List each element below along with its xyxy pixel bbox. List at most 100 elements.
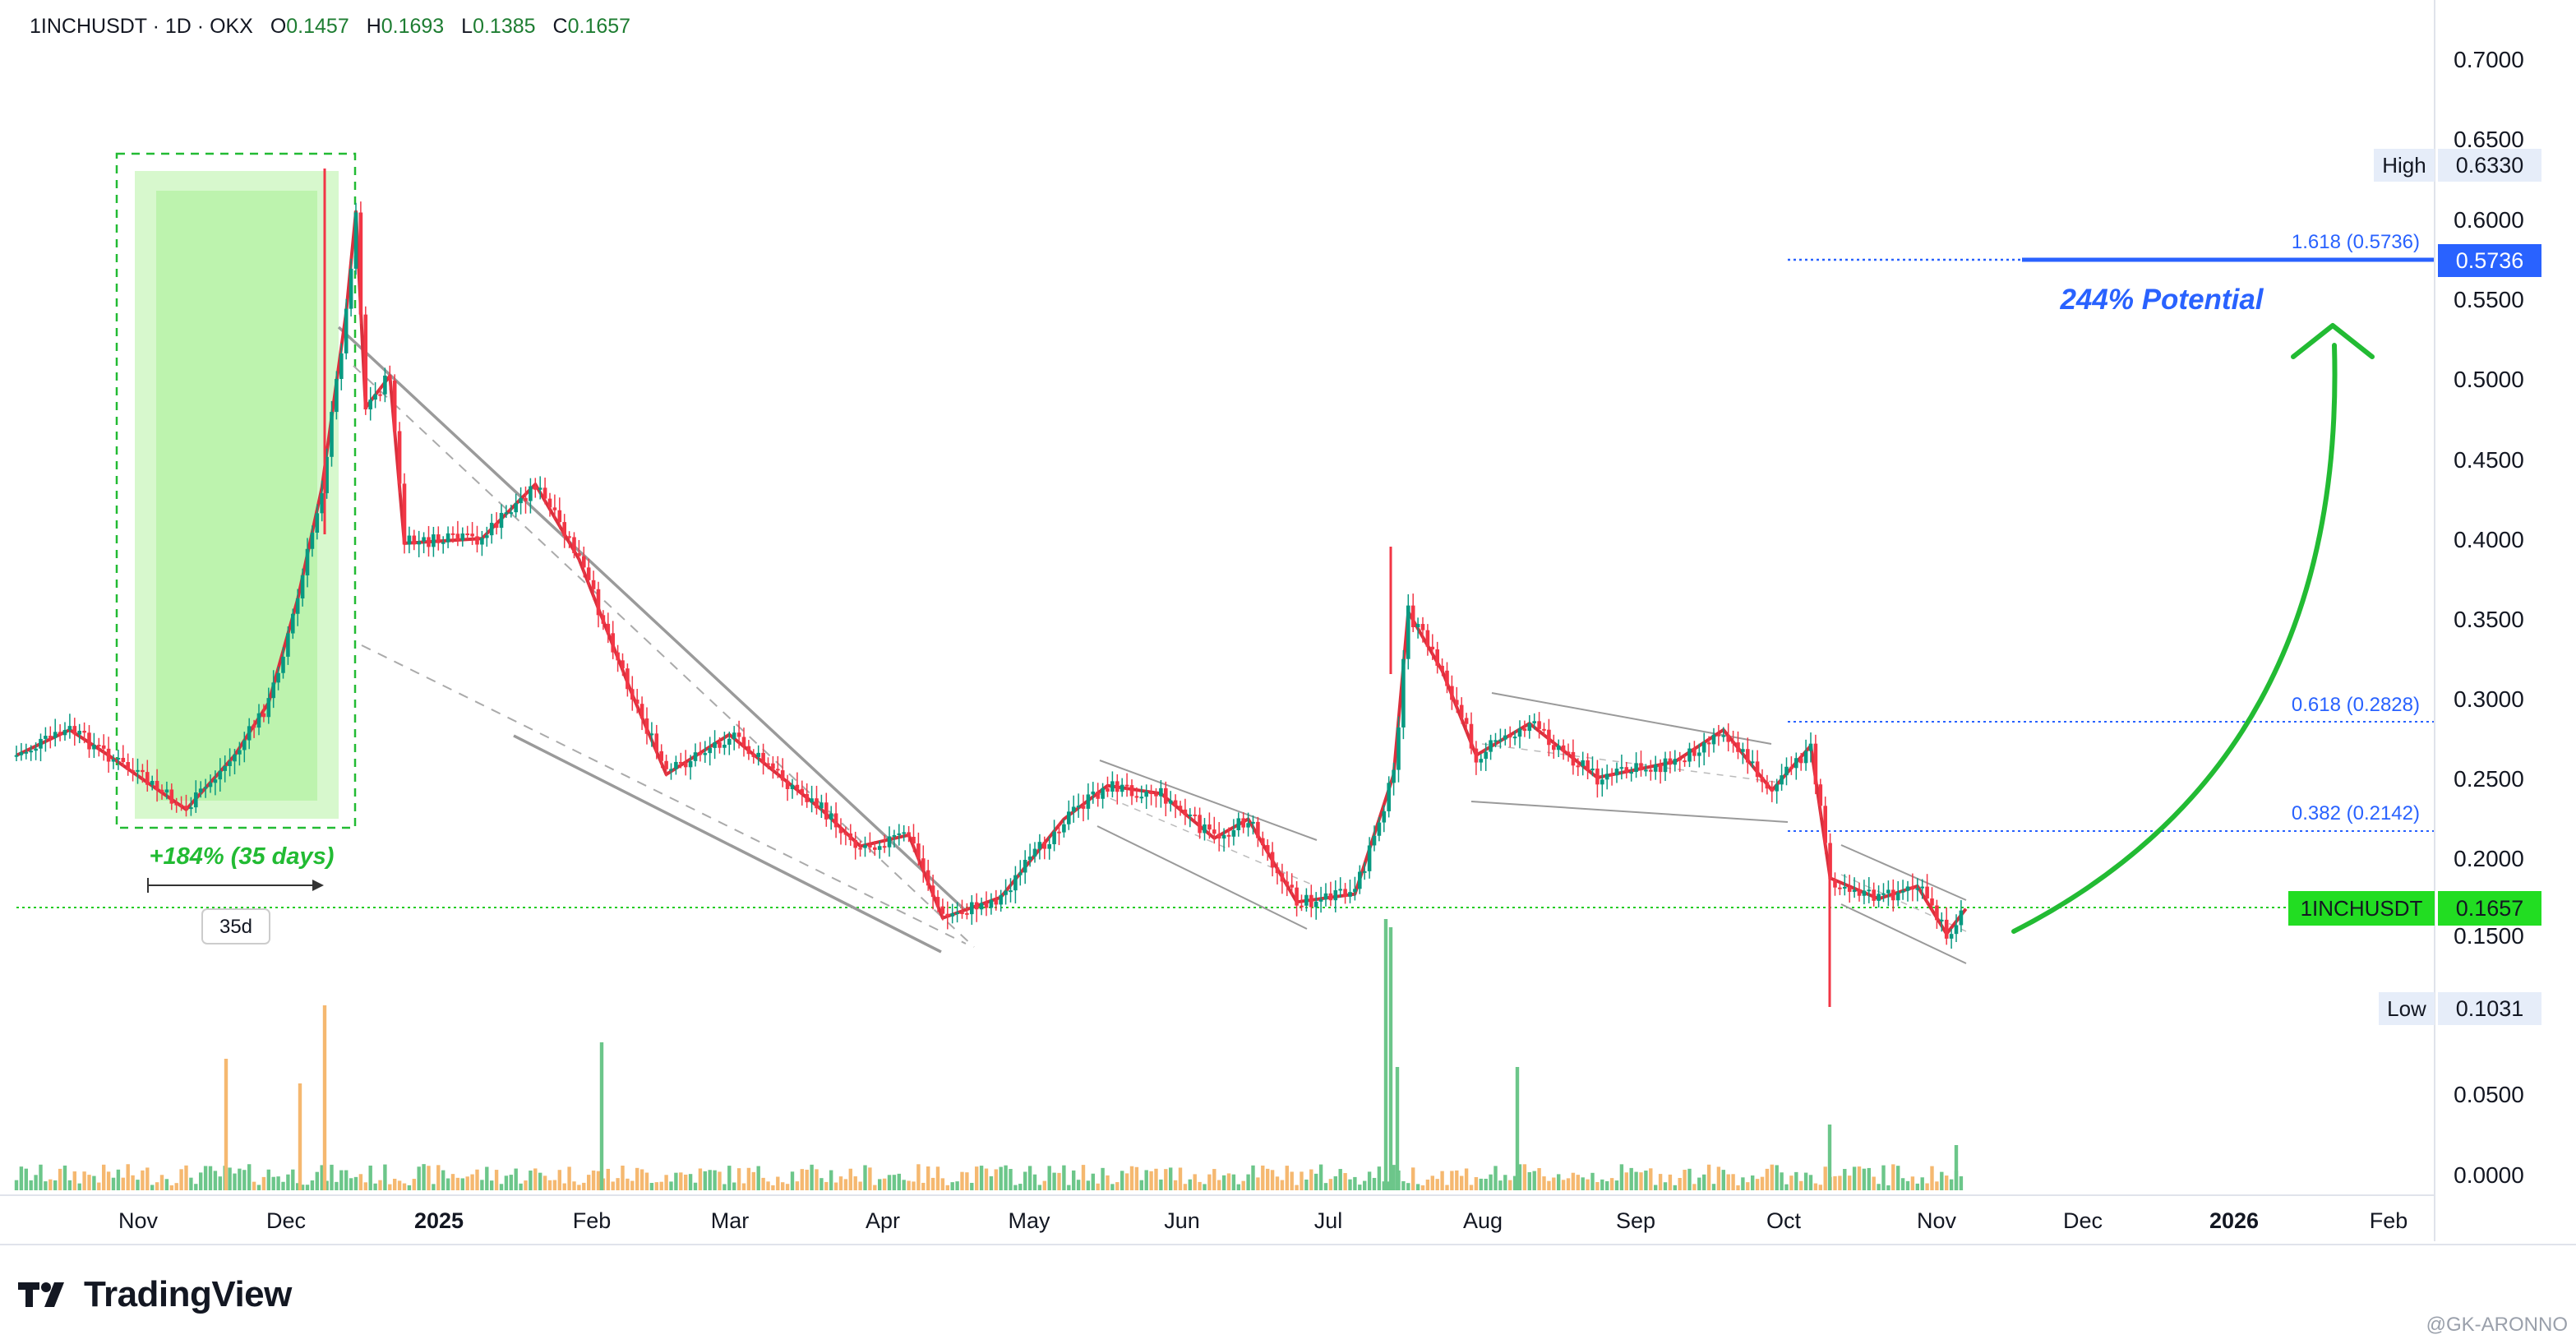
volume-bar (975, 1166, 979, 1190)
volume-bar (1547, 1180, 1551, 1190)
volume-bar (1328, 1179, 1333, 1190)
candle-body (1221, 834, 1226, 839)
volume-bar (698, 1168, 703, 1190)
volume-bar (82, 1171, 86, 1190)
potential-arrow-curve[interactable] (2011, 343, 2338, 934)
tradingview-logo[interactable]: TradingView (18, 1274, 292, 1315)
price-tick-label: 0.2500 (2454, 766, 2524, 792)
volume-bar (238, 1168, 242, 1190)
candle-body (926, 870, 930, 886)
candle-body (92, 745, 96, 750)
volume-bar (873, 1185, 877, 1190)
candle-body (1484, 751, 1488, 760)
wedge-lower-line[interactable] (513, 734, 942, 954)
candle-body (1910, 886, 1915, 890)
time-tick-label: May (1008, 1208, 1050, 1233)
time-tick-label: Oct (1766, 1208, 1802, 1233)
volume-bar (19, 1166, 24, 1190)
candle-body (746, 746, 751, 755)
candle-body (1207, 824, 1212, 830)
volume-bar (1886, 1185, 1890, 1190)
price-axis[interactable]: 0.7000 0.6500 0.6000 0.5500 0.5000 0.4500 0.40… (2454, 47, 2524, 1188)
candle-body (1415, 624, 1420, 627)
candle-body (591, 580, 596, 589)
candle-body (150, 780, 155, 785)
volume-bar (1848, 1175, 1852, 1190)
volume-bar (644, 1172, 649, 1190)
volume-bar (1770, 1164, 1774, 1190)
volume-bar (713, 1170, 717, 1190)
wedge-upper-line[interactable] (337, 326, 967, 912)
volume-bar (741, 1183, 746, 1190)
volume-bar (1348, 1179, 1352, 1190)
volume-bar (315, 1171, 319, 1190)
time-tick-label: Sep (1616, 1208, 1655, 1233)
volume-bar (1900, 1178, 1905, 1190)
candle-body (1323, 893, 1328, 900)
time-axis[interactable]: Nov Dec 2025 Feb Mar Apr May Jun Jul Aug Sep Oct Nov… (118, 1208, 2407, 1233)
candle-body (1115, 781, 1119, 792)
candle-body (1440, 665, 1444, 671)
channel-may-upper[interactable] (1099, 760, 1318, 841)
channel-oct-lower[interactable] (1840, 903, 1967, 964)
candle-body (1566, 751, 1571, 754)
volume-bar (674, 1172, 678, 1190)
volume-bar (1862, 1168, 1867, 1190)
volume-bar (1852, 1166, 1857, 1190)
volume-bar (1799, 1180, 1803, 1190)
volume-bar (397, 1180, 402, 1190)
candle-body (1047, 843, 1051, 849)
channel-may-lower[interactable] (1096, 825, 1308, 930)
candle-body (582, 556, 586, 568)
volume-bar (843, 1179, 848, 1190)
volume-bar (1576, 1175, 1580, 1190)
volume-bar (286, 1174, 290, 1190)
channel-oct-upper[interactable] (1840, 844, 1967, 901)
candle-body (1624, 767, 1629, 773)
volume-bar (266, 1169, 270, 1190)
candle-body (276, 672, 280, 683)
volume-bar (693, 1182, 698, 1190)
volume-bar (1784, 1184, 1789, 1190)
volume-bar (547, 1180, 552, 1190)
candle-body (1940, 919, 1944, 921)
time-tick-label: Nov (1917, 1208, 1957, 1233)
channel-aug-lower[interactable] (1470, 801, 1789, 823)
candle-body (542, 487, 547, 499)
volume-bar (1609, 1178, 1614, 1190)
candle-body (824, 802, 829, 820)
time-tick-label: Feb (573, 1208, 612, 1233)
candle-body (659, 751, 663, 761)
volume-bar (242, 1170, 247, 1190)
volume-bar (1668, 1174, 1673, 1190)
volume-bar (524, 1180, 528, 1190)
volume-bar (121, 1177, 125, 1190)
candle-body (189, 807, 193, 810)
candle-body (1522, 728, 1527, 732)
volume-bar (1009, 1169, 1013, 1190)
volume-bar (587, 1175, 591, 1190)
volume-bar (490, 1180, 494, 1190)
candle-body (402, 483, 407, 545)
volume-bar (790, 1171, 795, 1190)
candle-body (586, 567, 591, 580)
volume-bar (1464, 1168, 1469, 1190)
candle-body (335, 378, 339, 413)
volume-bar (960, 1171, 964, 1190)
candle-body (1270, 852, 1275, 868)
volume-bar (1915, 1183, 1919, 1190)
candle-body (644, 718, 649, 734)
candle-body (1474, 748, 1479, 763)
candle-body (1590, 768, 1595, 771)
volume-bar (1586, 1179, 1590, 1190)
candle-body (1780, 775, 1784, 785)
candle-body (509, 512, 514, 515)
volume-bar (514, 1168, 518, 1190)
candle-body (732, 732, 736, 739)
volume-bar (1731, 1174, 1735, 1190)
candle-body (494, 523, 499, 529)
rally-duration-badge (201, 908, 270, 944)
candle-body (557, 510, 562, 523)
price-tick-label: 0.5500 (2454, 287, 2524, 312)
